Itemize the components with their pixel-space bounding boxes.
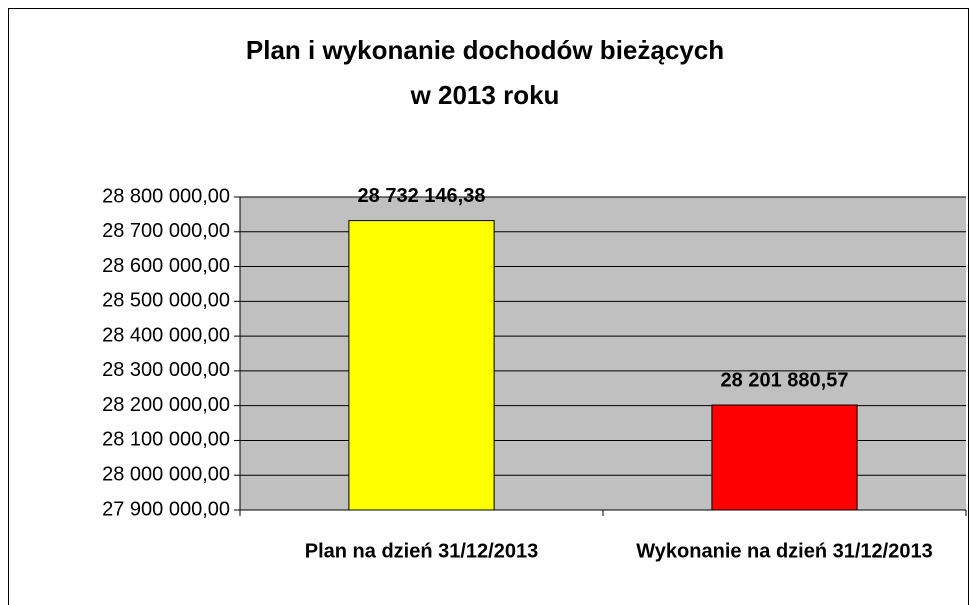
y-tick-label: 28 600 000,00: [102, 255, 230, 277]
y-tick-label: 28 800 000,00: [102, 185, 230, 207]
x-tick-label: Wykonanie na dzień 31/12/2013: [636, 540, 932, 562]
y-tick-label: 28 400 000,00: [102, 324, 230, 346]
y-tick-label: 28 200 000,00: [102, 394, 230, 416]
bar: [348, 220, 495, 511]
y-tick-label: 27 900 000,00: [102, 498, 230, 520]
chart-title: w 2013 roku: [410, 80, 560, 110]
data-label: 28 732 146,38: [358, 185, 486, 207]
y-tick-label: 28 100 000,00: [102, 429, 230, 451]
data-label: 28 201 880,57: [721, 369, 849, 391]
y-tick-label: 28 500 000,00: [102, 290, 230, 312]
chart-title: Plan i wykonanie dochodów bieżących: [246, 35, 724, 65]
x-tick-label: Plan na dzień 31/12/2013: [305, 540, 538, 562]
bar: [711, 404, 858, 511]
y-tick-label: 28 300 000,00: [102, 359, 230, 381]
y-tick-label: 28 000 000,00: [102, 464, 230, 486]
y-tick-label: 28 700 000,00: [102, 220, 230, 242]
